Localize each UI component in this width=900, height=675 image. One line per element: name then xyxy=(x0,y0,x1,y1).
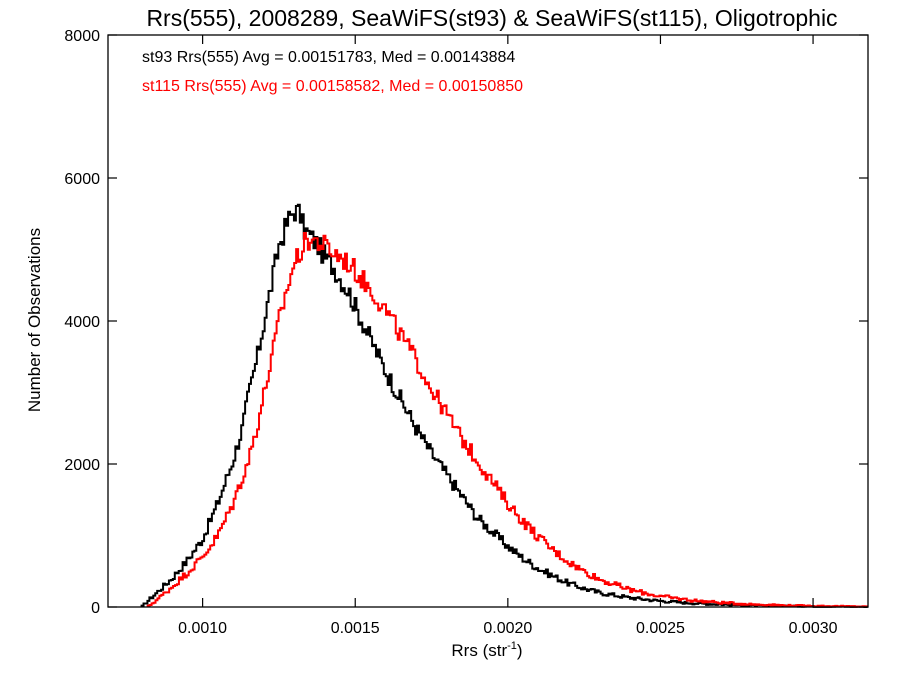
series-layer xyxy=(140,203,869,608)
x-tick-label-2: 0.0020 xyxy=(483,620,532,637)
x-tick-label-4: 0.0030 xyxy=(789,620,838,637)
x-axis-label-superscript: -1 xyxy=(507,640,517,652)
y-axis-label: Number of Observations xyxy=(25,228,44,412)
x-tick-label-3: 0.0025 xyxy=(636,620,685,637)
y-tick-label-4: 8000 xyxy=(64,28,100,45)
series-line-st93 xyxy=(140,203,869,608)
plot-frame xyxy=(107,34,869,608)
x-axis-label-close: ) xyxy=(517,641,523,660)
series-line-st115 xyxy=(146,232,869,608)
y-tick-label-0: 0 xyxy=(91,600,100,617)
x-axis-label-main: Rrs (str xyxy=(451,641,507,660)
x-tick-label-1: 0.0015 xyxy=(331,620,380,637)
y-tick-label-2: 4000 xyxy=(64,314,100,331)
y-tick-label-3: 6000 xyxy=(64,171,100,188)
legend-entry-st93: st93 Rrs(555) Avg = 0.00151783, Med = 0.… xyxy=(142,49,515,66)
legend-entry-st115: st115 Rrs(555) Avg = 0.00158582, Med = 0… xyxy=(142,78,523,95)
y-tick-label-1: 2000 xyxy=(64,457,100,474)
chart-title: Rrs(555), 2008289, SeaWiFS(st93) & SeaWi… xyxy=(146,5,837,31)
x-tick-label-0: 0.0010 xyxy=(178,620,227,637)
x-axis-label: Rrs (str-1) xyxy=(451,640,522,660)
tick-layer: 0.0010 0.0015 0.0020 0.0025 0.0030 0 2000 4000 6… xyxy=(64,28,868,637)
